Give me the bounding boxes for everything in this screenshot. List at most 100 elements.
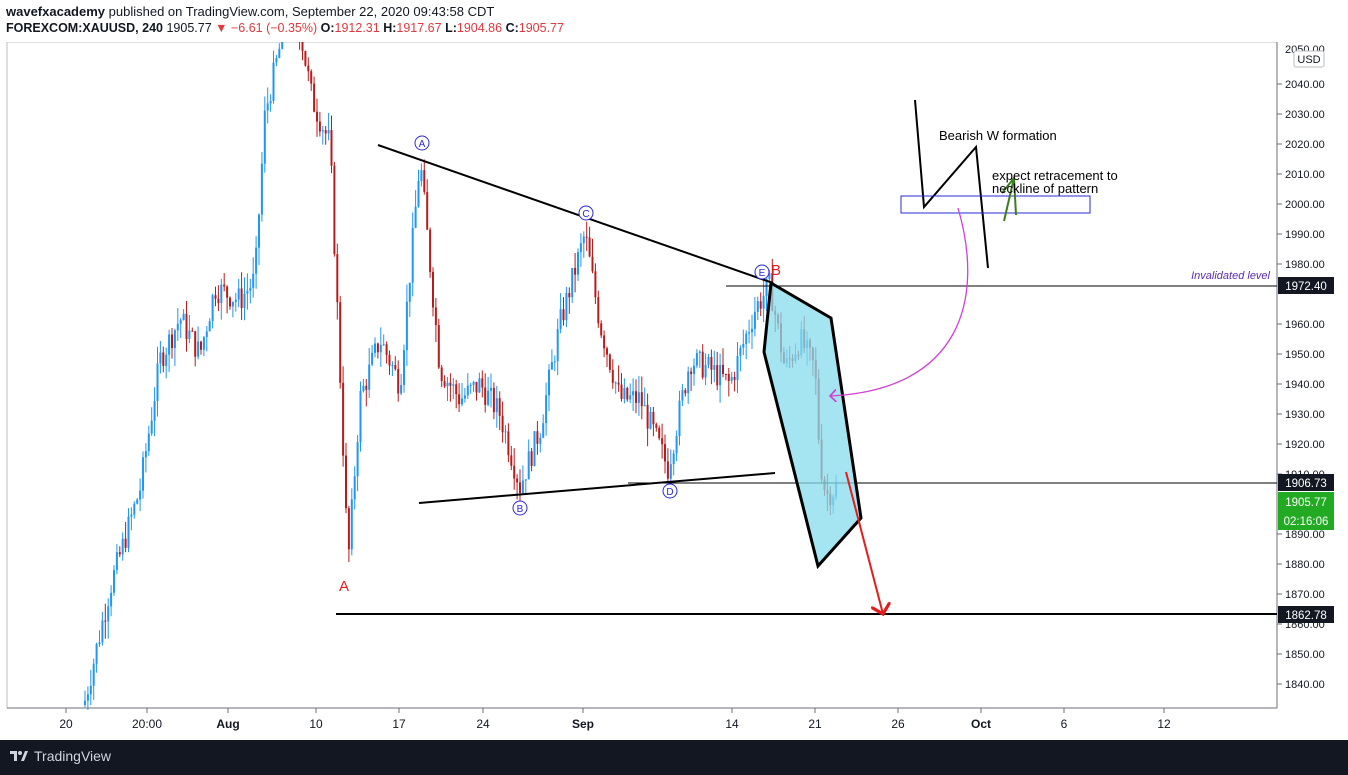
candle-body (661, 438, 664, 445)
price-chart[interactable]: A B C D E A B Bearish W formation expect… (0, 2, 1348, 740)
footer-brand[interactable]: TradingView (34, 748, 112, 764)
y-tick-label: 1850.00 (1285, 649, 1325, 661)
candle-body (342, 382, 345, 456)
candle-body (118, 552, 121, 555)
candle-body (527, 451, 530, 480)
retracement-label-line1[interactable]: expect retracement to (992, 168, 1118, 183)
candle-body (237, 288, 240, 300)
candle-body (156, 363, 159, 402)
candle-body (501, 415, 504, 433)
currency-badge[interactable] (1293, 50, 1325, 68)
candle-body (316, 111, 318, 122)
bearish-w-label[interactable]: Bearish W formation (939, 128, 1057, 143)
y-tick-label: 2010.00 (1285, 169, 1325, 181)
candle-body (272, 62, 275, 101)
chart-area[interactable]: A B C D E A B Bearish W formation expect… (0, 2, 1348, 740)
candle-body (365, 385, 368, 390)
retracement-curve-arrow[interactable] (830, 207, 969, 396)
publisher-name[interactable]: wavefxacademy (6, 4, 106, 19)
candle-body (478, 378, 481, 393)
candle-body (437, 325, 440, 368)
candle-body (376, 343, 379, 353)
candle-body (101, 620, 104, 643)
candle-body (130, 514, 133, 517)
candle-body (553, 361, 556, 363)
candle-body (220, 284, 223, 303)
candle-body (643, 405, 646, 407)
y-tick-label: 1920.00 (1285, 439, 1325, 451)
symbol-info: FOREXCOM:XAUUSD, 240 1905.77 ▼ −6.61 (−0… (6, 21, 564, 35)
candle-body (191, 330, 194, 332)
candle-body (214, 295, 217, 299)
tradingview-logo-icon[interactable] (10, 749, 28, 763)
candle-body (469, 384, 472, 386)
candle-body (672, 453, 675, 465)
drawings (336, 99, 1277, 614)
candle-body (231, 301, 234, 307)
candle-body (530, 451, 533, 466)
countdown-tag-text: 02:16:06 (1284, 516, 1329, 528)
candle-body (307, 65, 310, 72)
target-arrow[interactable] (845, 471, 883, 614)
invalidated-level-label[interactable]: Invalidated level (1191, 270, 1270, 282)
retracement-label-line2[interactable]: neckline of pattern (992, 181, 1098, 196)
candle-body (226, 286, 229, 298)
candle-body (400, 385, 403, 394)
triangle-lower-trendline[interactable] (418, 472, 776, 504)
candle-body (426, 192, 429, 230)
candle-body (571, 267, 574, 298)
candle-body (600, 323, 603, 336)
candle-body (86, 694, 89, 701)
publish-info: wavefxacademy published on TradingView.c… (6, 4, 494, 19)
candle-body (626, 387, 629, 400)
candle-body (452, 384, 455, 386)
candle-body (713, 365, 716, 370)
candle-body (524, 479, 527, 481)
candle-body (330, 130, 333, 166)
candle-body (617, 382, 620, 385)
candle-body (417, 181, 420, 207)
symbol-name[interactable]: FOREXCOM:XAUUSD, 240 (6, 21, 163, 35)
candle-body (211, 295, 214, 322)
candle-body (440, 367, 443, 382)
candle-body (533, 431, 536, 466)
candle-body (698, 351, 701, 354)
candle-body (655, 424, 658, 428)
candle-body (603, 335, 606, 349)
candle-body (710, 356, 713, 370)
candle-body (545, 395, 548, 424)
candle-body (487, 390, 490, 405)
candle-body (385, 344, 388, 355)
candle-body (539, 437, 542, 444)
y-tick-label: 1940.00 (1285, 379, 1325, 391)
time-axis[interactable]: 20 20:00 Aug 10 17 24 Sep 14 21 26 Oct 6 12 (59, 708, 1171, 731)
candle-body (136, 499, 139, 504)
candle-body (252, 273, 255, 288)
candle-body (168, 334, 171, 355)
candle-body (147, 433, 150, 452)
candle-body (255, 247, 258, 274)
candle-body (246, 290, 249, 294)
candle-body (536, 431, 539, 444)
neckline-zone-box[interactable] (900, 195, 1091, 214)
bearish-pattern-shape[interactable] (762, 280, 863, 570)
candle-body (429, 229, 432, 272)
price-axis[interactable]: 2040.00 2030.00 2020.00 2010.00 2000.00 1990.… (1277, 79, 1325, 691)
y-tick-label: 1950.00 (1285, 349, 1325, 361)
candle-body (362, 385, 365, 391)
low-value: 1904.86 (456, 21, 503, 35)
candle-body (492, 387, 495, 413)
candle-body (423, 170, 426, 193)
candle-body (623, 387, 626, 399)
candle-body (432, 271, 434, 308)
green-arrow-head (1001, 175, 1017, 216)
plot-frame (6, 41, 1278, 709)
candle-body (765, 278, 768, 297)
x-tick-label: 26 (891, 717, 905, 731)
candle-body (594, 271, 597, 298)
bearish-w-sketch[interactable] (914, 99, 989, 269)
candle-body (356, 442, 359, 477)
wave-label-b: B (517, 504, 524, 515)
triangle-upper-trendline[interactable] (377, 144, 774, 284)
candle-body (608, 354, 611, 370)
